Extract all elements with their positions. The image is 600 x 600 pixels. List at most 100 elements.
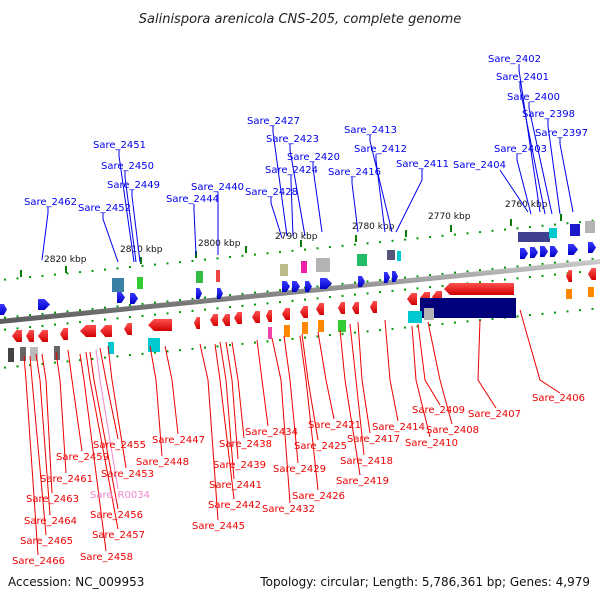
gene-label-bottom: Sare_2466 xyxy=(12,556,65,567)
tick-row-upper-inner xyxy=(179,299,181,302)
tick-row-upper-outer xyxy=(329,246,331,249)
gene-label-top: Sare_2413 xyxy=(344,125,397,136)
gene-box xyxy=(549,228,557,238)
tick-row-lower-inner xyxy=(291,299,294,302)
reverse-gene-arrow xyxy=(338,302,345,314)
tick-row-upper-inner xyxy=(241,292,244,295)
operon-block-top xyxy=(518,232,550,242)
label-leader xyxy=(317,331,335,420)
forward-gene-arrow xyxy=(588,242,596,253)
scale-label: 2780 kbp xyxy=(352,222,395,232)
tick-row-lower-inner xyxy=(41,324,44,327)
tick-row-upper-inner xyxy=(16,315,19,318)
gene-label-bottom: Sare_2409 xyxy=(412,405,465,416)
forward-gene-arrow xyxy=(282,281,290,292)
label-leader xyxy=(231,341,245,439)
tick-row-lower-inner xyxy=(166,312,169,315)
tick-row-upper-outer xyxy=(454,233,456,236)
gene-label-bottom: Sare_2458 xyxy=(80,552,133,563)
tick-row-lower-inner xyxy=(516,277,519,280)
tick-row-lower-outer xyxy=(54,361,56,364)
gene-label-top: Sare_2440 xyxy=(191,182,244,193)
tick-row-lower-outer xyxy=(354,331,356,334)
reverse-gene-arrow xyxy=(148,319,172,331)
label-leader xyxy=(67,349,83,452)
major-tick xyxy=(405,230,407,237)
forward-gene-arrow xyxy=(196,288,202,299)
tick-row-upper-outer xyxy=(229,256,231,259)
gene-label-bottom: Sare_2417 xyxy=(347,434,400,445)
label-leader xyxy=(299,335,319,491)
tick-row-lower-inner xyxy=(204,308,206,311)
forward-gene-arrow xyxy=(38,299,50,310)
gene-box xyxy=(408,311,422,323)
label-leader xyxy=(289,144,306,237)
tick-row-upper-outer xyxy=(179,261,181,264)
gene-label-bottom: Sare_2445 xyxy=(192,521,245,532)
gene-label-top: Sare_2449 xyxy=(107,180,160,191)
tick-row-lower-outer xyxy=(316,335,319,338)
gene-box xyxy=(268,327,272,339)
forward-gene-arrow xyxy=(568,244,578,255)
tick-row-lower-outer xyxy=(141,352,144,355)
tick-row-lower-outer xyxy=(29,364,31,367)
label-leader xyxy=(23,355,39,556)
gene-label-top: Sare_2401 xyxy=(496,72,549,83)
tick-row-upper-outer xyxy=(4,278,6,281)
tick-row-lower-inner xyxy=(154,313,156,316)
gene-label-bottom: Sare_2429 xyxy=(273,464,326,475)
topology-summary: Topology: circular; Length: 5,786,361 bp… xyxy=(259,575,590,589)
reverse-gene-arrow xyxy=(60,328,68,340)
tick-row-upper-outer xyxy=(291,249,294,252)
tick-row-upper-inner xyxy=(454,271,456,274)
tick-row-upper-outer xyxy=(354,243,356,246)
tick-row-upper-outer xyxy=(166,262,169,265)
major-tick xyxy=(245,246,247,253)
tick-row-upper-outer xyxy=(341,244,344,247)
gene-label-bottom: Sare_2456 xyxy=(90,510,143,521)
gene-label-top: Sare_2397 xyxy=(535,128,588,139)
gene-label-bottom: Sare_2421 xyxy=(308,420,361,431)
tick-row-upper-inner xyxy=(416,275,419,278)
major-tick xyxy=(450,225,452,232)
major-tick xyxy=(510,219,512,226)
label-leader xyxy=(124,171,137,263)
reverse-gene-arrow xyxy=(282,308,290,320)
major-tick xyxy=(20,270,22,277)
major-tick xyxy=(355,235,357,242)
tick-row-lower-outer xyxy=(79,359,81,362)
tick-row-upper-outer xyxy=(79,271,81,274)
label-leaders xyxy=(23,64,574,556)
label-leader xyxy=(375,154,386,233)
gene-label-bottom: Sare_2439 xyxy=(213,460,266,471)
tick-row-upper-inner xyxy=(379,279,381,282)
gene-box xyxy=(397,251,401,261)
label-leader xyxy=(283,335,299,464)
tick-row-lower-outer xyxy=(166,350,169,353)
reverse-gene-arrow xyxy=(444,283,514,295)
label-leader xyxy=(95,349,119,490)
label-leader xyxy=(193,204,197,256)
tick-row-lower-outer xyxy=(566,310,569,313)
label-leader xyxy=(339,329,361,476)
tick-row-lower-inner xyxy=(129,316,131,319)
gene-box xyxy=(112,278,124,292)
major-tick xyxy=(300,240,302,247)
gene-label-top: Sare_2403 xyxy=(494,144,547,155)
label-leader xyxy=(271,337,291,504)
gene-label-bottom: Sare_2455 xyxy=(93,440,146,451)
forward-gene-arrow xyxy=(130,293,138,304)
scale-label: 2810 kbp xyxy=(120,245,163,255)
tick-row-upper-outer xyxy=(266,252,269,255)
tick-row-upper-outer xyxy=(404,238,406,241)
gene-label-top: Sare_2420 xyxy=(287,152,340,163)
accession-text: Accession: NC_009953 xyxy=(8,575,144,589)
gene-box xyxy=(588,287,594,297)
gene-label-bottom: Sare_2408 xyxy=(426,425,479,436)
tick-row-upper-inner xyxy=(279,289,281,292)
tick-row-lower-outer xyxy=(291,337,294,340)
label-leader xyxy=(519,82,546,215)
tick-row-lower-outer xyxy=(404,326,406,329)
tick-row-upper-inner xyxy=(466,270,469,273)
